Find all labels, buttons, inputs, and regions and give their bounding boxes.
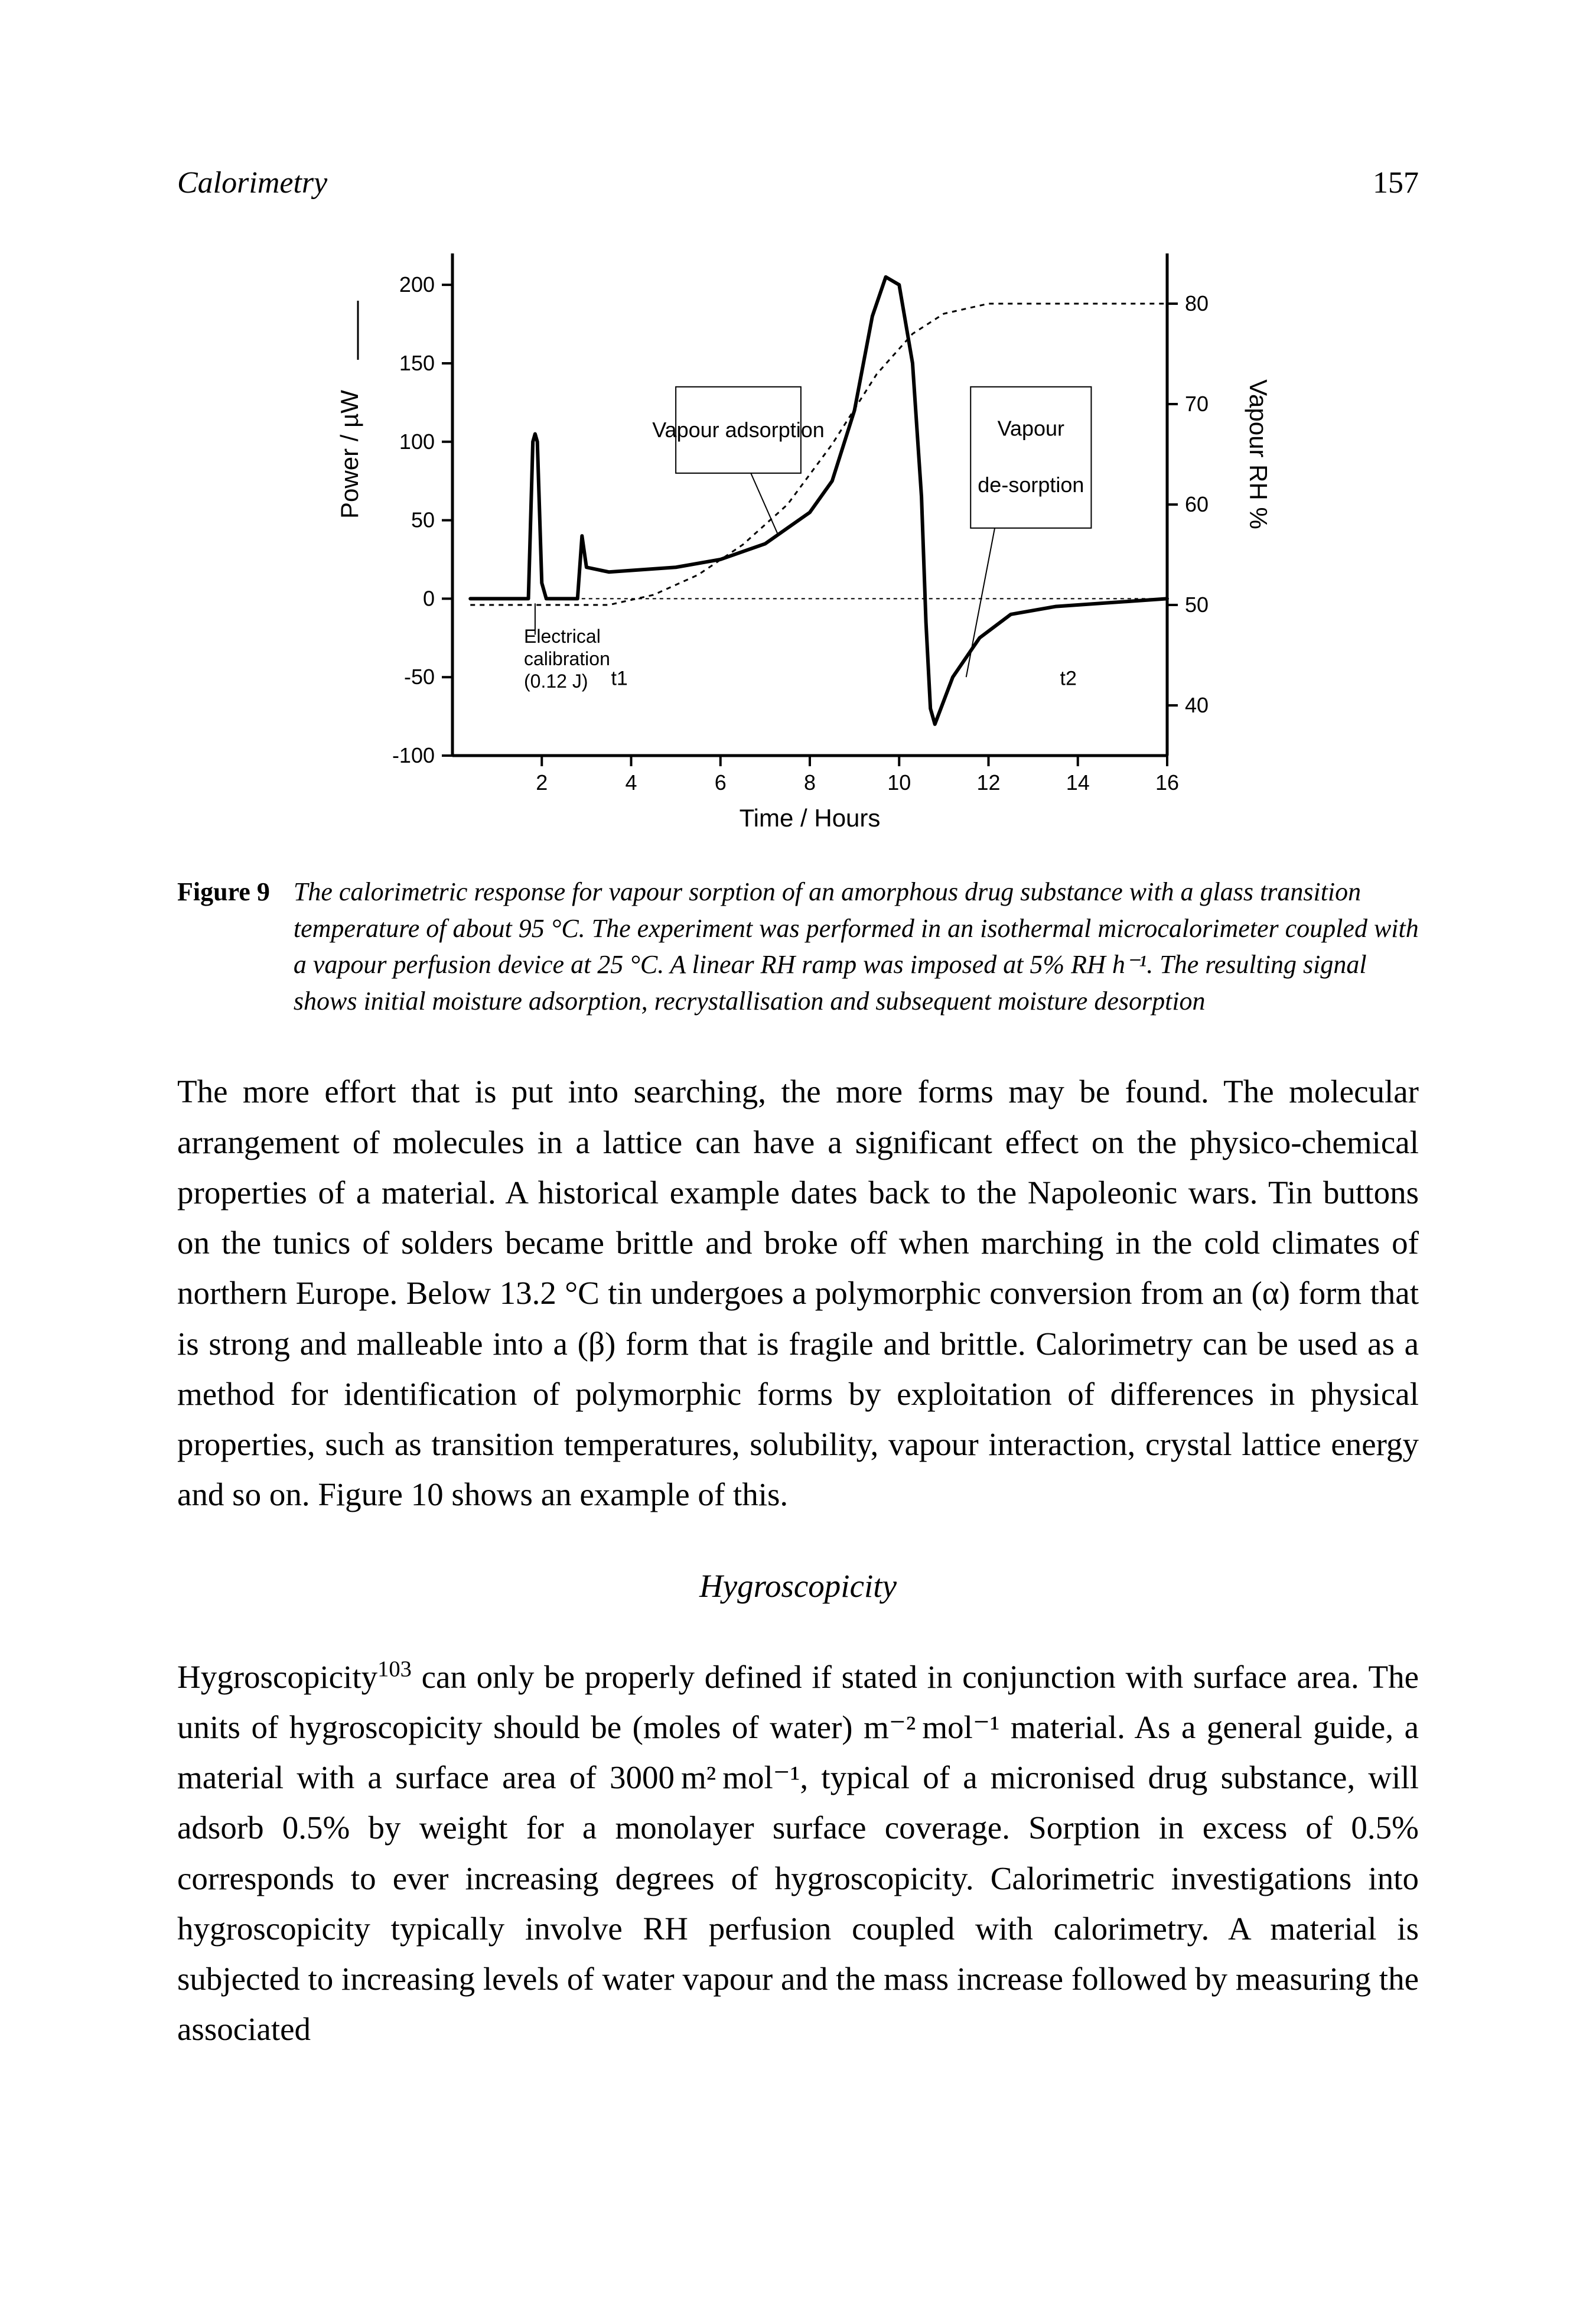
svg-text:Time / Hours: Time / Hours (740, 804, 881, 832)
figure-9-caption: Figure 9 The calorimetric response for v… (177, 874, 1419, 1019)
svg-text:50: 50 (1185, 593, 1209, 617)
para2-suffix: can only be properly defined if stated i… (177, 1659, 1419, 2048)
svg-text:200: 200 (399, 272, 435, 297)
page-number: 157 (1373, 165, 1419, 200)
figure-label: Figure 9 (177, 874, 294, 1019)
svg-text:6: 6 (715, 770, 727, 795)
para2-prefix: Hygroscopicity (177, 1659, 377, 1695)
svg-text:16: 16 (1155, 770, 1179, 795)
svg-text:12: 12 (976, 770, 1000, 795)
svg-text:0: 0 (423, 586, 435, 610)
header-title: Calorimetry (177, 165, 327, 200)
svg-text:Vapour adsorption: Vapour adsorption (652, 418, 825, 442)
paragraph-1: The more effort that is put into searchi… (177, 1066, 1419, 1519)
svg-text:Vapour RH %: Vapour RH % (1245, 379, 1272, 529)
paragraph-2: Hygroscopicity103 can only be properly d… (177, 1652, 1419, 2055)
svg-text:-50: -50 (404, 665, 435, 689)
para2-superscript: 103 (377, 1657, 412, 1681)
svg-text:100: 100 (399, 429, 435, 454)
figure-caption-text: The calorimetric response for vapour sor… (294, 874, 1419, 1019)
page: Calorimetry 157 2 4 6 8 10 12 14 16 Time / Hours… (0, 0, 1596, 2304)
figure-9-svg: 2 4 6 8 10 12 14 16 Time / Hours -100 -50 0 50 100 150… (311, 224, 1285, 844)
svg-text:Vapour: Vapour (998, 416, 1064, 440)
svg-text:14: 14 (1066, 770, 1090, 795)
svg-text:80: 80 (1185, 291, 1209, 315)
svg-text:4: 4 (625, 770, 637, 795)
page-header: Calorimetry 157 (177, 165, 1419, 200)
svg-text:70: 70 (1185, 392, 1209, 416)
figure-9: 2 4 6 8 10 12 14 16 Time / Hours -100 -50 0 50 100 150… (177, 224, 1419, 844)
svg-text:50: 50 (411, 508, 435, 532)
svg-text:2: 2 (536, 770, 548, 795)
subheading-hygroscopicity: Hygroscopicity (177, 1567, 1419, 1605)
svg-text:t1: t1 (611, 667, 627, 689)
svg-text:calibration: calibration (524, 648, 610, 669)
svg-text:150: 150 (399, 351, 435, 375)
svg-text:60: 60 (1185, 492, 1209, 516)
svg-text:Power / µW: Power / µW (336, 390, 363, 519)
svg-text:(0.12 J): (0.12 J) (524, 671, 588, 692)
svg-text:de-sorption: de-sorption (978, 473, 1084, 497)
svg-text:10: 10 (887, 770, 911, 795)
svg-text:-100: -100 (392, 743, 435, 767)
svg-text:40: 40 (1185, 693, 1209, 717)
svg-text:t2: t2 (1060, 667, 1077, 689)
svg-text:8: 8 (804, 770, 816, 795)
